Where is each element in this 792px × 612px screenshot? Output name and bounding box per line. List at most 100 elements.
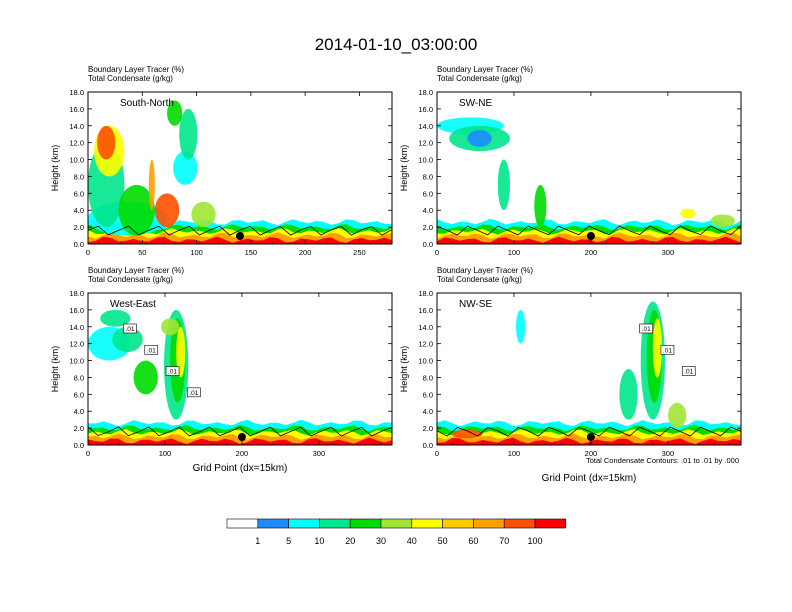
panel-subtitle: Total Condensate (g/kg): [437, 74, 522, 83]
tracer-plume: [167, 100, 183, 126]
colorbar-label: 60: [468, 536, 478, 546]
y-tick-label: 0.0: [423, 441, 433, 450]
x-tick-label: 300: [662, 248, 675, 257]
colorbar-swatch: [411, 518, 443, 529]
y-tick-label: 4.0: [74, 206, 84, 215]
y-tick-label: 4.0: [74, 407, 84, 416]
tracer-plume: [148, 159, 155, 211]
boundary-layer-band: [437, 437, 741, 445]
y-tick-label: 12.0: [69, 340, 84, 349]
colorbar-label: 50: [438, 536, 448, 546]
contour-label: .01: [663, 347, 672, 354]
x-tick-label: 200: [585, 248, 598, 257]
tracer-plume: [652, 318, 662, 378]
y-tick-label: 4.0: [423, 206, 433, 215]
colorbar-swatch: [349, 518, 382, 529]
colorbar-label: 100: [527, 536, 542, 546]
y-tick-label: 16.0: [69, 105, 84, 114]
tracer-plume: [680, 208, 696, 219]
chart-panel-3: .01 .01 .01 .01 0.0 2.0 4.0 6.0 8.0 10.0 12.0 14.0 1…: [50, 266, 393, 474]
y-tick-label: 10.0: [418, 357, 433, 366]
y-tick-label: 14.0: [418, 323, 433, 332]
panel-subtitle: Total Condensate (g/kg): [88, 74, 173, 83]
colorbar-label: 30: [376, 536, 386, 546]
panel-subtitle: Boundary Layer Tracer (%): [437, 266, 533, 275]
panel-title: South-North: [120, 98, 174, 109]
y-tick-label: 2.0: [74, 424, 84, 433]
x-tick-label: 100: [508, 248, 521, 257]
contour-label-box: [639, 323, 653, 334]
panel-subtitle: Total Condensate (g/kg): [88, 275, 173, 284]
x-tick-label: 0: [435, 248, 439, 257]
y-tick-label: 16.0: [418, 306, 433, 315]
y-tick-label: 6.0: [423, 189, 433, 198]
x-tick-label: 100: [159, 449, 172, 458]
page-title: 2014-01-10_03:00:00: [315, 35, 478, 54]
colorbar-label: 40: [407, 536, 417, 546]
tracer-plume: [154, 193, 180, 228]
y-tick-label: 14.0: [69, 122, 84, 131]
y-tick-label: 8.0: [423, 373, 433, 382]
colorbar-label: 10: [314, 536, 324, 546]
x-tick-label: 0: [435, 449, 439, 458]
condensate-contour: [437, 426, 741, 437]
chart-panel-4: .01 .01 .01 0.0 2.0 4.0 6.0 8.0 10.0 12.0 14.0 16.0…: [399, 266, 742, 484]
tracer-field: [437, 117, 741, 244]
y-tick-label: 0.0: [423, 240, 433, 249]
y-tick-label: 18.0: [69, 88, 84, 97]
tracer-plume: [497, 159, 510, 211]
tracer-plume: [191, 201, 216, 228]
x-axis-label: Grid Point (dx=15km): [193, 463, 288, 474]
contour-label: .01: [642, 326, 651, 333]
colorbar-swatch: [534, 518, 567, 529]
contour-label: .01: [168, 369, 177, 376]
tracer-plume: [516, 309, 526, 344]
boundary-layer-band: [88, 437, 392, 445]
tracer-plume: [100, 309, 131, 327]
contour-label-box: [187, 387, 201, 398]
x-tick-label: 50: [138, 248, 146, 257]
tracer-field: [88, 100, 392, 244]
panel-subtitle: Boundary Layer Tracer (%): [437, 65, 533, 74]
contour-label: .01: [147, 347, 156, 354]
panel-title: West-East: [110, 299, 156, 310]
y-tick-label: 18.0: [418, 289, 433, 298]
tracer-plume: [668, 402, 687, 429]
y-tick-label: 8.0: [423, 172, 433, 181]
tracer-plume: [710, 214, 735, 228]
contour-label-box: [123, 323, 137, 334]
x-tick-label: 300: [313, 449, 326, 458]
boundary-layer-band: [437, 236, 741, 244]
x-tick-label: 150: [245, 248, 258, 257]
plot-frame: [87, 292, 393, 446]
tracer-plume: [467, 130, 492, 147]
colorbar-swatch: [442, 518, 474, 529]
tracer-plume: [160, 318, 180, 336]
y-tick-label: 2.0: [74, 223, 84, 232]
tracer-plume: [173, 151, 198, 185]
x-tick-label: 250: [353, 248, 366, 257]
y-tick-label: 8.0: [74, 373, 84, 382]
colorbar-label: 5: [286, 536, 291, 546]
condensate-contour: [88, 225, 392, 236]
tracer-plume: [534, 184, 547, 228]
colorbar-swatch: [319, 518, 351, 529]
panel-title: SW-NE: [459, 98, 492, 109]
contour-label-box: [144, 344, 159, 355]
tracer-plume: [97, 125, 116, 160]
y-tick-label: 12.0: [69, 139, 84, 148]
y-tick-label: 16.0: [418, 105, 433, 114]
y-tick-label: 8.0: [74, 172, 84, 181]
colorbar-swatch: [257, 518, 289, 529]
colorbar-swatch: [380, 518, 413, 529]
y-tick-label: 18.0: [69, 289, 84, 298]
colorbar-swatch: [473, 518, 505, 529]
panels-group: 0.0 2.0 4.0 6.0 8.0 10.0 12.0 14.0 16.0 18.0 0 50 10…: [50, 65, 742, 484]
y-axis-label: Height (km): [399, 346, 409, 393]
x-tick-label: 200: [585, 449, 598, 458]
x-tick-label: 0: [86, 248, 90, 257]
y-tick-label: 10.0: [69, 357, 84, 366]
black-dot-marker: [236, 232, 244, 240]
x-tick-label: 100: [190, 248, 203, 257]
colorbar-swatch: [226, 518, 259, 529]
